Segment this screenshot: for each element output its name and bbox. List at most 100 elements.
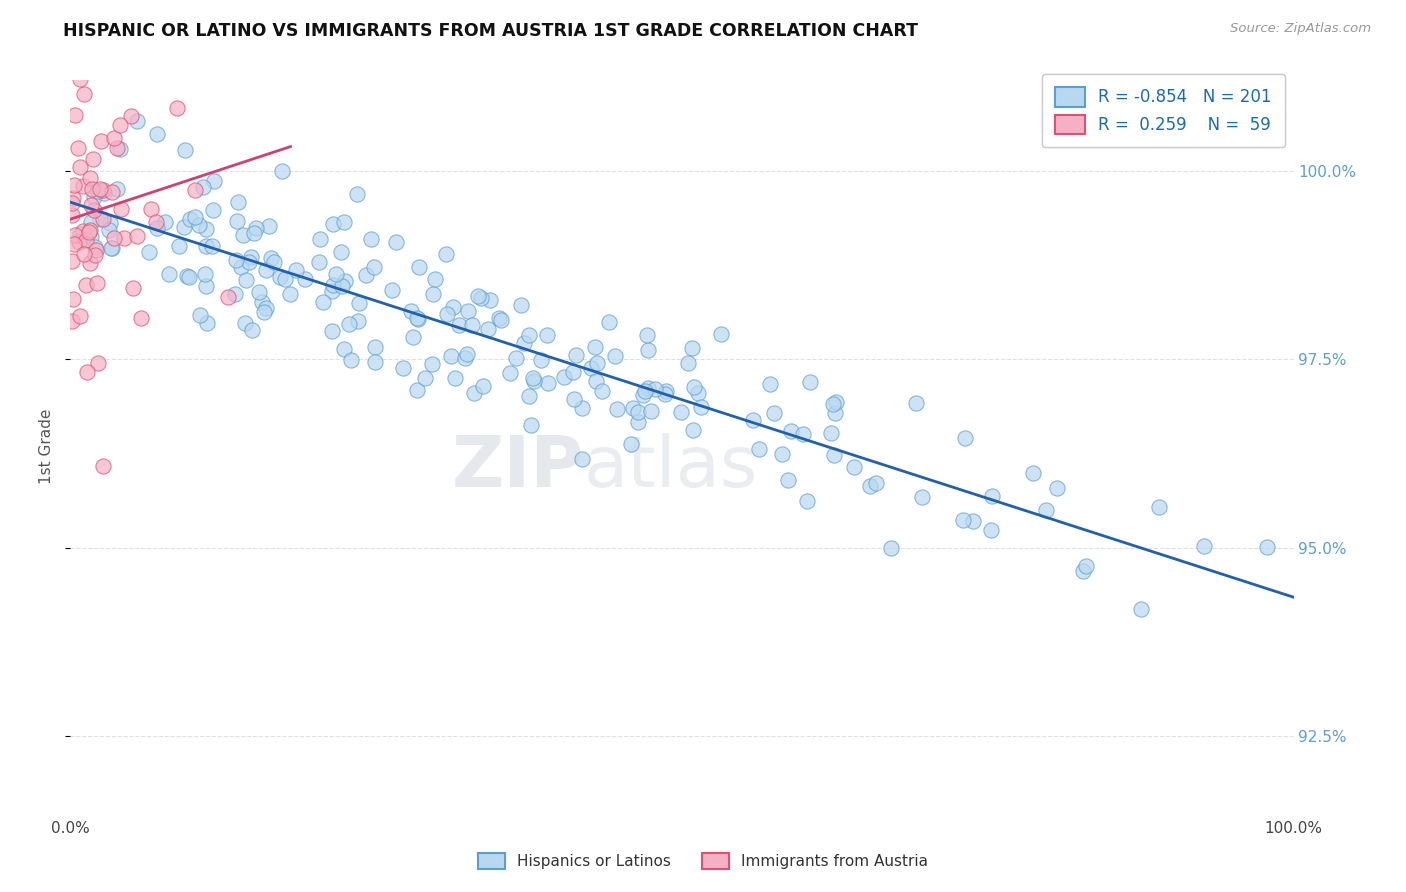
Point <box>69 72 91 87</box>
Point <box>620 437 643 451</box>
Point <box>517 328 540 343</box>
Point <box>962 514 984 528</box>
Point <box>122 281 145 295</box>
Point <box>65 227 87 242</box>
Point <box>167 239 190 253</box>
Point <box>405 384 427 398</box>
Point <box>105 182 128 196</box>
Point <box>676 356 699 370</box>
Point <box>553 370 575 384</box>
Point <box>513 335 536 350</box>
Point <box>758 377 780 392</box>
Point <box>498 366 520 380</box>
Point <box>456 347 478 361</box>
Point <box>103 131 125 145</box>
Point <box>565 348 588 362</box>
Point <box>955 431 977 445</box>
Point <box>682 423 704 437</box>
Point <box>799 375 821 389</box>
Point <box>80 215 103 229</box>
Point <box>406 312 429 326</box>
Point <box>176 269 198 284</box>
Point <box>322 277 344 292</box>
Point <box>686 385 709 400</box>
Point <box>141 202 163 216</box>
Point <box>67 141 90 155</box>
Point <box>100 241 122 255</box>
Point <box>690 400 713 414</box>
Point <box>1046 481 1069 495</box>
Point <box>322 217 344 231</box>
Point <box>155 215 177 229</box>
Point <box>585 374 607 388</box>
Point <box>263 255 285 269</box>
Point <box>173 219 195 234</box>
Point <box>399 303 422 318</box>
Point <box>381 283 404 297</box>
Point <box>627 415 650 429</box>
Point <box>285 263 308 277</box>
Point <box>655 384 678 398</box>
Point <box>1035 503 1057 517</box>
Point <box>217 290 239 304</box>
Point <box>470 291 492 305</box>
Point <box>330 279 353 293</box>
Point <box>103 231 125 245</box>
Point <box>422 287 444 301</box>
Point <box>65 26 87 40</box>
Point <box>184 211 207 225</box>
Point <box>270 164 292 178</box>
Point <box>621 401 644 416</box>
Point <box>257 219 280 234</box>
Point <box>309 232 332 246</box>
Point <box>420 357 443 371</box>
Point <box>423 272 446 286</box>
Point <box>402 330 425 344</box>
Point <box>606 402 628 417</box>
Text: HISPANIC OR LATINO VS IMMIGRANTS FROM AUSTRIA 1ST GRADE CORRELATION CHART: HISPANIC OR LATINO VS IMMIGRANTS FROM AU… <box>63 22 918 40</box>
Point <box>93 212 115 227</box>
Point <box>581 360 603 375</box>
Point <box>80 198 103 212</box>
Point <box>536 328 558 343</box>
Point <box>598 315 620 329</box>
Point <box>325 267 347 281</box>
Y-axis label: 1st Grade: 1st Grade <box>38 409 53 483</box>
Point <box>73 87 96 101</box>
Point <box>710 326 733 341</box>
Point <box>585 356 607 370</box>
Point <box>121 109 143 123</box>
Point <box>60 254 83 268</box>
Point <box>571 401 593 415</box>
Point <box>108 118 131 132</box>
Point <box>683 380 706 394</box>
Point <box>1194 539 1216 553</box>
Point <box>905 396 928 410</box>
Point <box>233 316 256 330</box>
Point <box>460 318 482 333</box>
Point <box>824 406 846 420</box>
Point <box>1129 602 1152 616</box>
Point <box>235 273 257 287</box>
Point <box>245 220 267 235</box>
Point <box>340 353 363 368</box>
Point <box>145 128 167 142</box>
Point <box>201 239 224 253</box>
Point <box>776 473 799 487</box>
Point <box>880 541 903 555</box>
Point <box>89 212 111 227</box>
Point <box>952 513 974 527</box>
Point <box>770 447 793 461</box>
Point <box>865 476 887 491</box>
Point <box>183 183 205 197</box>
Point <box>1022 466 1045 480</box>
Point <box>634 384 657 398</box>
Point <box>562 392 585 406</box>
Point <box>561 365 583 379</box>
Point <box>127 228 149 243</box>
Point <box>110 202 132 216</box>
Legend: Hispanics or Latinos, Immigrants from Austria: Hispanics or Latinos, Immigrants from Au… <box>471 847 935 875</box>
Point <box>101 185 124 199</box>
Point <box>449 318 471 333</box>
Point <box>510 298 533 312</box>
